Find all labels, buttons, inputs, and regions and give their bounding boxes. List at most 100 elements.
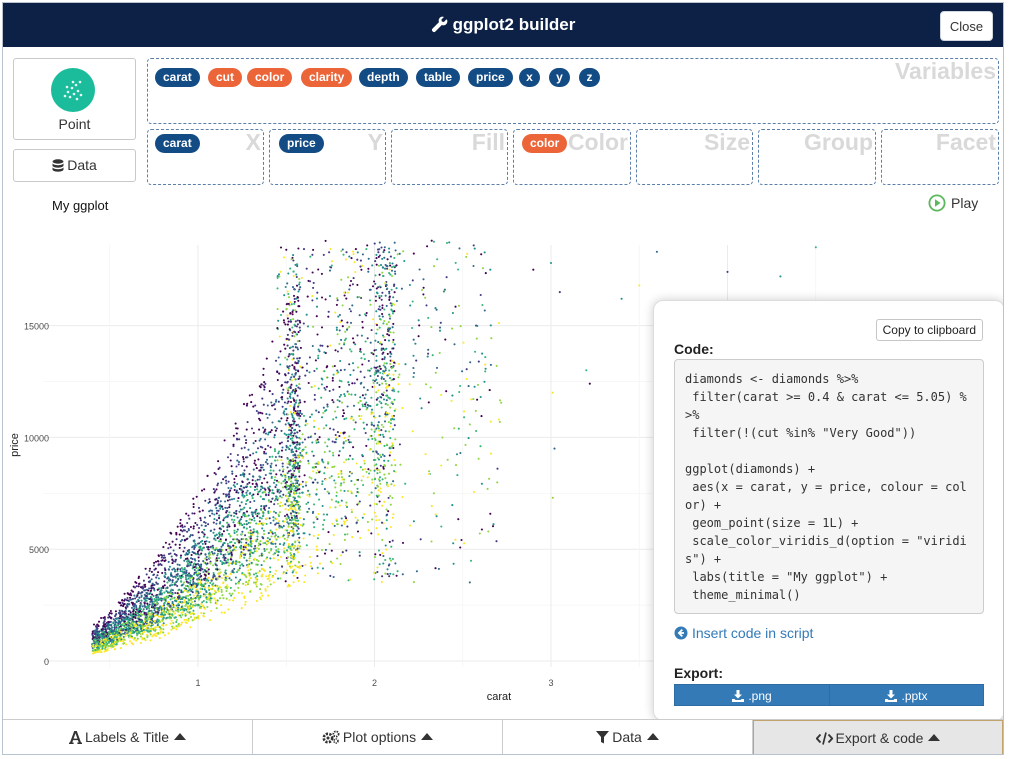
scatter-point — [103, 618, 107, 621]
scatter-point — [393, 343, 396, 346]
scatter-point — [225, 589, 228, 593]
scatter-point — [275, 479, 279, 482]
scatter-point — [315, 488, 318, 491]
scatter-point — [392, 322, 395, 325]
scatter-point — [178, 588, 181, 591]
scatter-point — [185, 572, 188, 575]
scatter-point — [267, 512, 270, 515]
data-button[interactable]: Data — [13, 149, 136, 182]
x-dropzone[interactable]: X carat — [147, 129, 264, 185]
scatter-point — [233, 529, 236, 532]
variable-pill-depth[interactable]: depth — [359, 68, 408, 87]
close-button[interactable]: Close — [940, 11, 993, 41]
x-mapped-pill[interactable]: carat — [155, 134, 200, 153]
variable-pill-y[interactable]: y — [549, 68, 570, 87]
variable-pill-price[interactable]: price — [468, 68, 513, 87]
scatter-point — [163, 554, 166, 557]
scatter-point — [237, 491, 240, 494]
scatter-point — [293, 399, 296, 402]
scatter-point — [180, 584, 183, 587]
scatter-point — [377, 369, 380, 372]
play-button[interactable]: Play — [928, 194, 978, 212]
scatter-point — [173, 596, 176, 599]
variable-pill-carat[interactable]: carat — [155, 68, 200, 87]
scatter-point — [230, 518, 234, 521]
scatter-point — [254, 404, 257, 407]
scatter-point — [378, 454, 382, 457]
scatter-point — [293, 392, 297, 395]
scatter-point — [171, 589, 174, 592]
scatter-point — [184, 584, 187, 587]
scatter-point — [288, 353, 291, 356]
scatter-point — [365, 408, 368, 411]
variable-pill-z[interactable]: z — [579, 68, 600, 87]
scatter-point — [474, 350, 477, 353]
variable-pill-x[interactable]: x — [519, 68, 540, 87]
scatter-point — [109, 620, 112, 623]
scatter-point — [296, 549, 299, 552]
scatter-point — [340, 278, 343, 281]
scatter-point — [270, 542, 273, 545]
scatter-point — [364, 393, 367, 396]
y-dropzone[interactable]: Y price — [269, 129, 386, 185]
scatter-point — [411, 430, 414, 433]
scatter-point — [214, 599, 217, 602]
fill-dropzone[interactable]: Fill — [391, 129, 508, 185]
scatter-point — [220, 611, 223, 614]
scatter-point — [384, 415, 387, 418]
variable-pill-clarity[interactable]: clarity — [301, 68, 353, 87]
color-dropzone[interactable]: Color color — [513, 129, 631, 185]
scatter-point — [479, 445, 482, 448]
variable-pill-color[interactable]: color — [247, 68, 293, 87]
size-dropzone[interactable]: Size — [636, 129, 753, 185]
scatter-point — [315, 441, 318, 444]
scatter-point — [432, 492, 435, 495]
scatter-point — [228, 506, 231, 509]
scatter-point — [97, 632, 100, 635]
scatter-point — [206, 571, 209, 574]
scatter-point — [191, 546, 194, 549]
scatter-point — [271, 489, 274, 492]
scatter-point — [243, 435, 246, 438]
scatter-point — [294, 361, 297, 364]
scatter-point — [289, 552, 292, 555]
y-mapped-pill[interactable]: price — [279, 134, 324, 153]
scatter-point — [195, 544, 198, 547]
color-zone-title: Color — [567, 129, 628, 155]
scatter-point — [264, 438, 267, 441]
scatter-point — [353, 261, 356, 264]
scatter-point — [367, 359, 370, 362]
variable-pill-table[interactable]: table — [416, 68, 461, 87]
scatter-point — [204, 593, 207, 596]
variable-pill-cut[interactable]: cut — [208, 68, 242, 87]
scatter-point — [174, 568, 177, 571]
scatter-point — [197, 598, 201, 601]
scatter-point — [345, 517, 348, 520]
variables-dropzone[interactable]: Variables carat cut color clarity depth … — [147, 58, 999, 124]
scatter-point — [268, 577, 271, 580]
scatter-point — [317, 411, 320, 414]
scatter-point — [316, 333, 319, 336]
scatter-point — [263, 533, 266, 536]
scatter-point — [145, 591, 148, 594]
scatter-point — [275, 528, 278, 531]
scatter-point — [247, 448, 250, 451]
scatter-point — [379, 341, 382, 344]
scatter-point — [163, 604, 166, 607]
scatter-point — [261, 510, 264, 513]
geom-selector-button[interactable]: Point — [13, 58, 136, 140]
color-mapped-pill[interactable]: color — [522, 134, 568, 153]
scatter-point — [170, 628, 173, 631]
scatter-point — [320, 377, 323, 380]
scatter-point — [205, 563, 208, 566]
scatter-point — [291, 364, 294, 367]
scatter-point — [376, 403, 379, 406]
scatter-point — [312, 454, 315, 457]
scatter-point — [352, 446, 355, 449]
group-dropzone[interactable]: Group — [758, 129, 876, 185]
facet-dropzone[interactable]: Facet — [881, 129, 999, 185]
scatter-point — [163, 560, 166, 563]
scatter-point — [143, 630, 146, 633]
scatter-point — [228, 577, 231, 580]
scatter-point — [271, 575, 274, 579]
